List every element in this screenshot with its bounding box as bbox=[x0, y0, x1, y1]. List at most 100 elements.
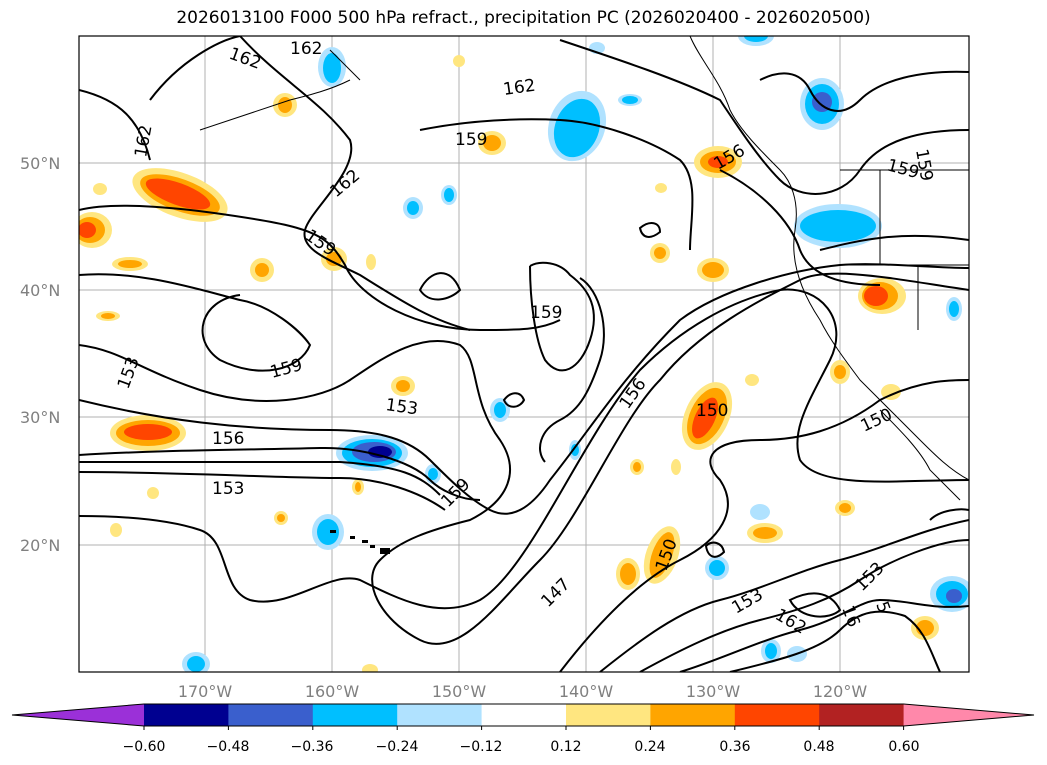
lon-label: 160°W bbox=[305, 682, 360, 701]
contour-line bbox=[79, 89, 151, 161]
precip-patch bbox=[745, 374, 759, 386]
coastlines bbox=[199, 36, 969, 501]
colorbar-tick-label: −0.36 bbox=[291, 739, 334, 755]
precip-patch bbox=[323, 53, 341, 83]
colorbar-segment bbox=[397, 704, 483, 726]
precip-patch bbox=[428, 468, 438, 480]
contour-line bbox=[719, 169, 881, 286]
precip-patch bbox=[864, 286, 888, 306]
lon-label: 130°W bbox=[686, 682, 741, 701]
contour-label: 156 bbox=[212, 429, 244, 449]
colorbar-tick-label: 0.36 bbox=[719, 739, 750, 755]
precip-patch bbox=[453, 55, 465, 67]
contour-label: 162 bbox=[502, 76, 537, 100]
island bbox=[380, 548, 390, 554]
coastline-alaska bbox=[329, 49, 361, 81]
colorbar-segment bbox=[566, 704, 651, 726]
precip-patch bbox=[655, 183, 667, 193]
contour-line bbox=[819, 234, 969, 251]
lon-label: 120°W bbox=[813, 682, 868, 701]
contour-line bbox=[929, 508, 969, 521]
precip-patch bbox=[368, 446, 392, 458]
precip-patch bbox=[407, 201, 419, 215]
colorbar-segment bbox=[734, 704, 820, 726]
colorbar-tick-label: 0.48 bbox=[803, 739, 834, 755]
contour-line bbox=[239, 36, 471, 331]
colorbar-segment bbox=[144, 704, 229, 726]
precip-patch bbox=[620, 563, 636, 585]
contour-label: 162 bbox=[290, 39, 322, 59]
hawaii-islands bbox=[330, 530, 390, 554]
precip-patch bbox=[101, 313, 115, 319]
contour-line bbox=[79, 471, 446, 511]
precip-patch bbox=[622, 96, 638, 104]
contour-line bbox=[502, 392, 526, 408]
contour-line bbox=[149, 36, 241, 101]
precip-patch bbox=[396, 380, 410, 392]
colorbar-tick-labels: −0.60 −0.48 −0.36 −0.24 −0.12 0.12 0.24 … bbox=[123, 739, 920, 755]
precip-patch bbox=[654, 247, 666, 259]
contour-line bbox=[788, 592, 842, 618]
precip-patch bbox=[277, 514, 285, 522]
island bbox=[330, 530, 336, 533]
coastline-baja bbox=[879, 409, 961, 501]
contour-line bbox=[529, 261, 595, 372]
precip-patches bbox=[79, 36, 969, 672]
map-content bbox=[79, 36, 969, 672]
precip-patch bbox=[147, 487, 159, 499]
contour-line bbox=[418, 272, 462, 301]
contour-line bbox=[759, 70, 969, 112]
contour-line bbox=[79, 460, 441, 496]
refractivity-contours bbox=[79, 36, 969, 672]
contour-label: 159 bbox=[530, 303, 562, 323]
precip-patch bbox=[649, 532, 675, 578]
precip-patch bbox=[671, 459, 681, 475]
precip-patch bbox=[79, 222, 96, 238]
precip-patch bbox=[124, 424, 172, 440]
precip-patch bbox=[753, 527, 777, 539]
precip-patch bbox=[834, 365, 846, 379]
precip-patch bbox=[93, 183, 107, 195]
colorbar-segment bbox=[650, 704, 736, 726]
map-frame bbox=[78, 35, 970, 673]
precip-patch bbox=[702, 262, 724, 278]
precip-patch bbox=[709, 560, 725, 576]
contour-label: 153 bbox=[212, 479, 244, 499]
lat-label: 20°N bbox=[20, 536, 60, 555]
precip-patch bbox=[571, 444, 579, 456]
precip-patch bbox=[553, 98, 601, 158]
precip-patch bbox=[355, 482, 361, 492]
contour-line bbox=[79, 204, 561, 332]
longitude-labels: 170°W 160°W 150°W 140°W 130°W 120°W bbox=[178, 682, 868, 701]
precip-patch bbox=[744, 36, 768, 42]
chart-title: 2026013100 F000 500 hPa refract., precip… bbox=[176, 8, 871, 28]
precip-patch bbox=[881, 384, 901, 400]
lat-label: 30°N bbox=[20, 408, 60, 427]
contour-line bbox=[679, 598, 969, 672]
precip-patch bbox=[708, 156, 728, 168]
colorbar-segment bbox=[312, 704, 398, 726]
contour-line bbox=[599, 519, 969, 672]
colorbar-tick-label: −0.12 bbox=[460, 739, 503, 755]
precip-patch bbox=[278, 97, 292, 113]
colorbar-extend-min bbox=[12, 704, 144, 726]
precip-patch bbox=[949, 301, 959, 317]
contour-line bbox=[79, 273, 312, 372]
precip-patch bbox=[839, 503, 851, 513]
precip-patch bbox=[946, 589, 962, 603]
contour-label: 159 bbox=[455, 130, 487, 150]
contour-line bbox=[704, 541, 726, 558]
lat-label: 50°N bbox=[20, 154, 60, 173]
colorbar-tick-label: 0.60 bbox=[888, 739, 919, 755]
coastline-north-america bbox=[689, 36, 969, 481]
contour-line bbox=[419, 118, 694, 251]
precip-patch bbox=[750, 504, 770, 520]
contour-line bbox=[638, 222, 662, 238]
island bbox=[370, 545, 375, 548]
precip-patch bbox=[187, 656, 205, 672]
lon-label: 150°W bbox=[432, 682, 487, 701]
colorbar-tick-label: 0.12 bbox=[550, 739, 581, 755]
colorbar-tick-label: −0.60 bbox=[123, 739, 166, 755]
precip-patch bbox=[692, 397, 718, 439]
